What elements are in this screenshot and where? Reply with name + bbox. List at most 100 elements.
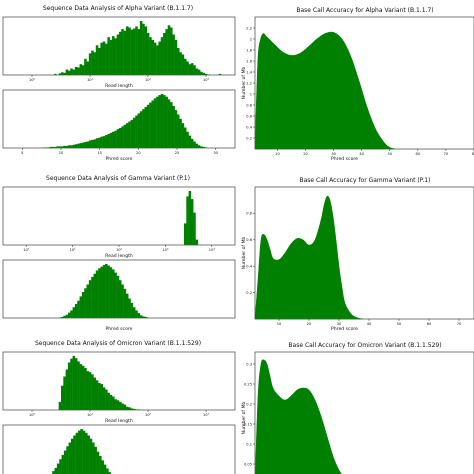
hist-bar xyxy=(144,106,148,148)
hist-bar xyxy=(102,136,106,148)
hist-bar xyxy=(63,376,66,410)
hist-bar xyxy=(183,58,187,75)
hist-bar xyxy=(165,29,168,76)
hist-bar xyxy=(58,401,62,410)
hist-bar xyxy=(92,442,95,474)
hist-bar xyxy=(67,312,71,318)
hist-bar xyxy=(116,34,120,75)
x-tick-label: 60 xyxy=(427,322,432,326)
hist-bar xyxy=(67,362,71,410)
hist-bar xyxy=(86,284,90,318)
hist-bar xyxy=(56,146,59,148)
x-tick-label: 10 xyxy=(275,152,280,156)
hist-bar xyxy=(77,430,81,474)
hist-bar xyxy=(197,69,201,75)
hist-bar xyxy=(77,361,80,410)
hist-bar xyxy=(125,123,129,148)
hist-bar xyxy=(86,61,90,75)
hist-bar xyxy=(167,25,171,75)
x-axis-label: Read length xyxy=(105,253,133,259)
hist-bar xyxy=(67,70,71,75)
x-tick-label: 20 xyxy=(307,322,312,326)
hist-bar xyxy=(68,442,72,474)
hist-bar xyxy=(112,131,115,148)
hist-bar xyxy=(88,372,92,410)
y-axis-label: Number of Mb xyxy=(241,67,247,100)
hist-bar xyxy=(167,99,171,148)
x-tick-label: 10⁴ xyxy=(209,248,216,252)
x-axis-label: Phred score xyxy=(331,326,358,332)
y-tick-label: 0.3 xyxy=(246,362,252,366)
hist-bar xyxy=(65,145,69,148)
y-tick-label: 0.2 xyxy=(246,402,252,406)
x-tick-label: 50 xyxy=(387,152,392,156)
hist-bar xyxy=(200,71,203,75)
y-tick-label: 1.4 xyxy=(246,70,252,74)
hist-bar xyxy=(132,28,136,76)
x-tick-label: 10⁰ xyxy=(29,413,36,417)
y-tick-label: 0.2 xyxy=(246,136,252,140)
hist-bar xyxy=(160,94,164,148)
x-tick-label: 30 xyxy=(331,152,336,156)
y-axis-label: Number of Mb xyxy=(241,237,247,270)
hist-bar xyxy=(177,114,180,148)
x-tick-label: 10 xyxy=(59,151,64,155)
hist-bar xyxy=(121,29,124,76)
hist-frame xyxy=(2,186,236,246)
hist-bar xyxy=(63,145,66,148)
hist-bar xyxy=(204,73,208,75)
hist-bar xyxy=(123,288,127,318)
x-tick-label: 40 xyxy=(367,322,372,326)
hist-bar xyxy=(109,267,113,318)
hist-bar xyxy=(116,275,120,318)
hist-bar xyxy=(98,48,101,75)
x-tick-label: 5 xyxy=(21,151,23,155)
hist-bar xyxy=(105,135,108,148)
hist-bar xyxy=(146,32,150,75)
hist-bar xyxy=(56,463,60,474)
hist-bar xyxy=(125,406,129,410)
area-series xyxy=(255,359,342,474)
hist-bar xyxy=(135,409,138,410)
hist-bar xyxy=(202,146,206,148)
hist-bar xyxy=(146,104,150,148)
hist-bar xyxy=(65,369,69,410)
hist-bar xyxy=(202,72,206,75)
hist-bar xyxy=(93,377,96,410)
chart-title: Base Call Accuracy for Alpha Variant (B.… xyxy=(296,7,433,14)
hist-bar xyxy=(58,317,62,318)
x-tick-label: 10² xyxy=(145,78,152,82)
chart-title: Base Call Accuracy for Gamma Variant (P.… xyxy=(300,177,431,184)
hist-bar xyxy=(172,34,175,75)
hist-bar xyxy=(84,58,87,75)
y-tick-label: 0.4 xyxy=(246,265,252,269)
hist-bar xyxy=(130,119,134,148)
hist-bar xyxy=(144,26,148,75)
y-tick-label: 0.6 xyxy=(246,238,252,242)
hist-bar xyxy=(119,128,122,148)
hist-bar xyxy=(85,432,88,474)
hist-bar xyxy=(95,270,99,318)
x-tick-label: 30 xyxy=(337,322,342,326)
hist-bar xyxy=(58,146,62,148)
hist-bar xyxy=(86,371,90,410)
hist-bar xyxy=(72,356,76,410)
hist-bar xyxy=(128,27,131,75)
x-tick-label: 10⁰ xyxy=(29,78,36,82)
hist-bar xyxy=(123,404,127,410)
hist-bar xyxy=(74,358,78,410)
hist-bar xyxy=(77,143,80,148)
hist-bar xyxy=(77,67,80,75)
hist-bar xyxy=(135,310,138,318)
hist-bar xyxy=(74,303,78,318)
hist-bar xyxy=(93,139,96,148)
hist-bar xyxy=(98,137,101,148)
hist-bar xyxy=(193,141,196,148)
x-tick-label: 10¹ xyxy=(87,413,94,417)
hist-bar xyxy=(61,385,64,410)
x-axis-label: Phred score xyxy=(105,156,132,162)
hist-bar xyxy=(74,144,78,148)
hist-bar xyxy=(102,41,106,75)
hist-bar xyxy=(142,316,145,318)
hist-bar xyxy=(58,73,62,75)
